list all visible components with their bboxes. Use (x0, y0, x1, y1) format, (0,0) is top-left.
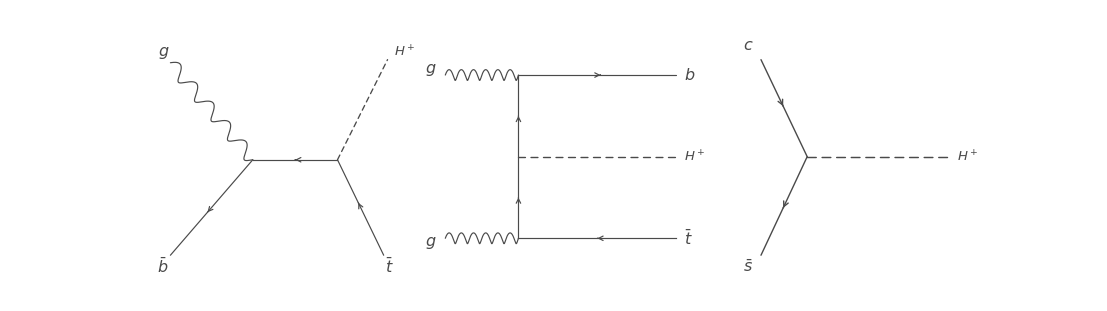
Text: $g$: $g$ (424, 235, 436, 251)
Text: $c$: $c$ (743, 39, 753, 53)
Text: $\bar{s}$: $\bar{s}$ (743, 259, 753, 275)
Text: $g$: $g$ (158, 45, 170, 62)
Text: $H^+$: $H^+$ (684, 149, 705, 164)
Text: $b$: $b$ (684, 67, 695, 83)
Text: $H^+$: $H^+$ (958, 149, 979, 164)
Text: $\bar{t}$: $\bar{t}$ (684, 229, 693, 248)
Text: $H^+$: $H^+$ (394, 44, 415, 60)
Text: $\bar{b}$: $\bar{b}$ (157, 257, 168, 276)
Text: $g$: $g$ (424, 63, 436, 78)
Text: $\bar{t}$: $\bar{t}$ (385, 257, 393, 276)
